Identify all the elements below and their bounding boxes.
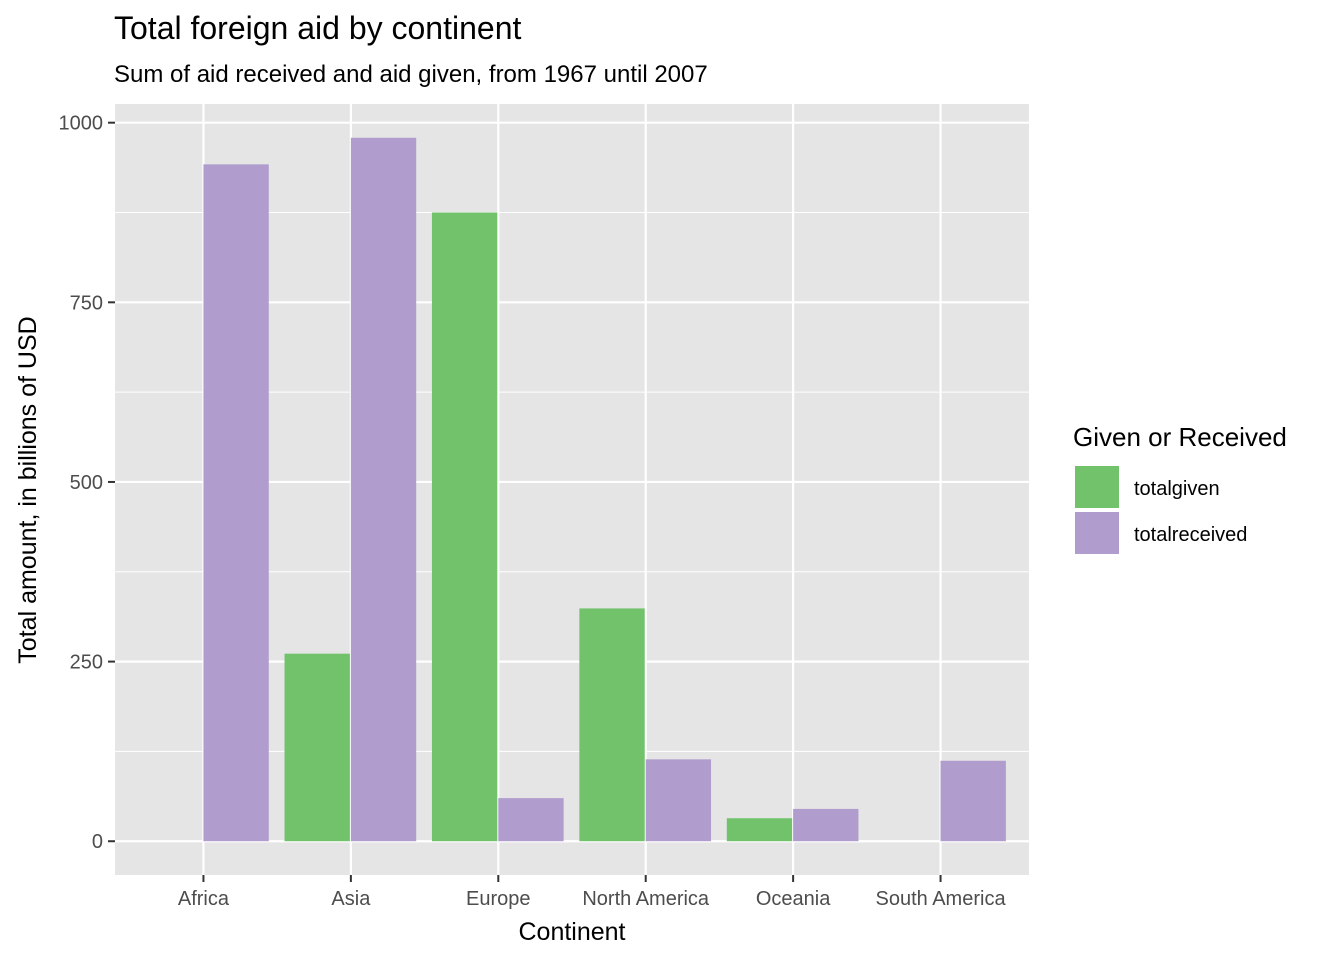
bar-totalreceived-south-america — [940, 760, 1006, 842]
y-tick-label: 500 — [70, 472, 103, 494]
legend-swatch-totalreceived — [1075, 512, 1119, 554]
bar-totalgiven-asia — [284, 653, 350, 842]
legend-swatch-totalgiven — [1075, 466, 1119, 508]
x-tick-label: Africa — [178, 888, 230, 910]
bar-totalreceived-africa — [203, 164, 269, 842]
chart-title: Total foreign aid by continent — [114, 10, 521, 46]
y-tick-label: 1000 — [59, 113, 104, 135]
x-tick-label: Oceania — [756, 888, 831, 910]
legend-title: Given or Received — [1073, 422, 1287, 452]
x-axis: Africa Asia Europe North America Oceania Sout… — [178, 875, 1007, 910]
x-tick-label: North America — [582, 888, 710, 910]
legend-label-totalgiven: totalgiven — [1134, 478, 1220, 500]
y-axis-title: Total amount, in billions of USD — [14, 316, 42, 663]
bar-totalreceived-north-america — [645, 759, 712, 842]
y-axis: 0 250 500 750 1000 — [59, 113, 115, 853]
legend: Given or Received totalgiven totalreceive… — [1073, 422, 1287, 554]
legend-items: totalgiven totalreceived — [1075, 466, 1247, 554]
bar-totalreceived-europe — [498, 798, 564, 842]
x-axis-title: Continent — [518, 918, 625, 946]
y-tick-label: 750 — [70, 292, 103, 314]
legend-label-totalreceived: totalreceived — [1134, 524, 1247, 546]
x-tick-label: Europe — [466, 888, 531, 910]
bar-totalgiven-north-america — [579, 608, 645, 842]
y-tick-label: 250 — [70, 652, 103, 674]
bars — [203, 137, 1006, 842]
y-tick-label: 0 — [92, 831, 103, 853]
bar-totalreceived-asia — [350, 137, 417, 842]
bar-totalgiven-europe — [431, 212, 498, 842]
bar-totalgiven-oceania — [726, 818, 793, 842]
chart-subtitle: Sum of aid received and aid given, from … — [114, 61, 708, 88]
x-tick-label: Asia — [331, 888, 371, 910]
x-tick-label: South America — [876, 888, 1007, 910]
bar-totalreceived-oceania — [793, 808, 859, 842]
